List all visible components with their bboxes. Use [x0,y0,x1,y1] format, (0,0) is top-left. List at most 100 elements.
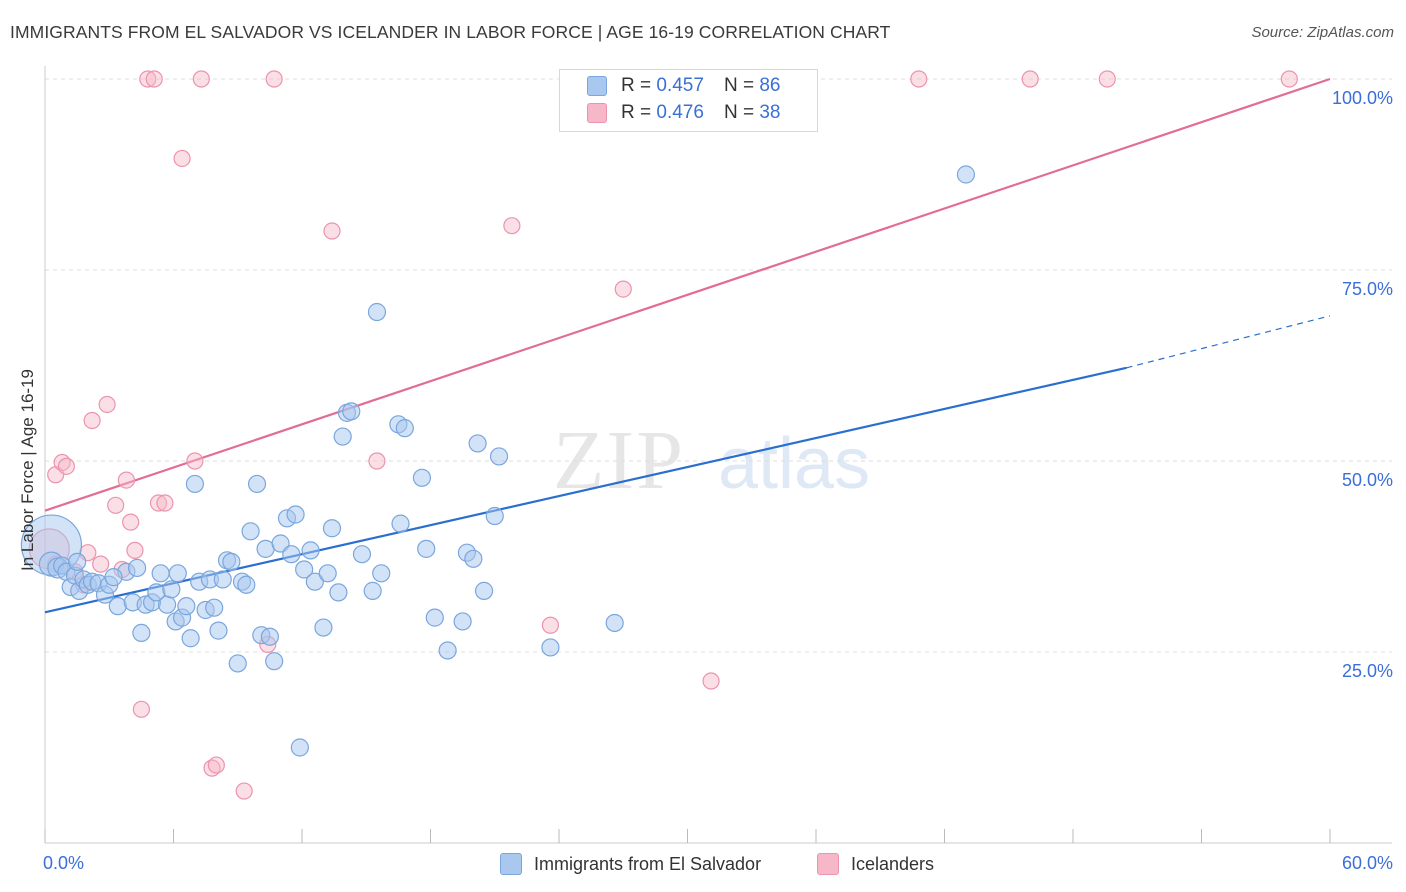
icelander-point [156,494,174,512]
el-salvador-point [956,165,976,184]
icelander-point [132,700,150,718]
el-salvador-point [104,568,123,587]
el-salvador-point [209,621,228,640]
el-salvador-point [541,638,560,657]
source-credit: Source: ZipAtlas.com [1251,24,1394,41]
icelander-point [145,70,163,88]
icelander-point [117,471,135,489]
bottom-legend-el-salvador[interactable]: Immigrants from El Salvador [500,851,761,877]
legend-swatch-pink [587,103,607,123]
y-tick-label: 100.0% [1332,88,1393,108]
el-salvador-point [132,623,151,643]
icelander-point [83,411,101,430]
el-salvador-point [363,581,382,600]
el-salvador-point [185,474,205,494]
icelander-point [192,70,210,88]
el-salvador-point [181,629,200,648]
el-salvador-point [395,419,414,438]
el-salvador-point [485,506,504,526]
el-salvador-point [241,522,260,541]
el-salvador-point [151,564,170,583]
icelander-point [1021,70,1039,88]
icelander-point [541,616,560,634]
el-salvador-point [295,560,314,579]
y-axis-label: In Labor Force | Age 16-19 [18,369,37,571]
el-salvador-point [282,545,301,564]
el-salvador-point [213,570,232,589]
icelander-point [235,782,253,800]
watermark-atlas: atlas [718,424,870,504]
legend-n-label: N = [723,102,755,123]
el-salvador-point [605,613,624,633]
el-salvador-point [318,564,337,583]
legend-n-value: 38 [759,102,781,123]
bottom-legend-icelanders[interactable]: Icelanders [817,851,934,877]
correlation-legend: R = 0.457 N = 86 R = 0.476 N = 38 [559,69,818,132]
el-salvador-point [168,564,187,583]
el-salvador-point [265,652,284,671]
el-salvador-point [417,539,436,558]
el-salvador-point [464,549,483,568]
el-salvador-point [314,618,333,637]
el-salvador-point [68,552,87,571]
icelander-point [207,756,225,774]
icelander-point [614,280,632,298]
el-salvador-point [372,564,391,583]
el-salvador-point [367,302,387,322]
el-salvador-point [412,468,432,487]
el-salvador-point [342,402,361,421]
bottom-legend-label: Immigrants from El Salvador [534,853,762,874]
el-salvador-points [20,165,976,757]
icelander-point [323,222,341,240]
icelander-point [126,541,144,559]
el-salvador-point [228,654,247,673]
icelander-point [1280,70,1298,88]
icelander-point [503,217,521,235]
icelander-point [98,395,116,414]
icelander-point [92,555,110,573]
el-salvador-point [489,447,509,466]
el-salvador-point [205,598,224,617]
el-salvador-point [333,427,352,446]
el-salvador-point [391,514,410,533]
bottom-legend-swatch-pink [817,853,839,875]
icelander-point [149,494,168,512]
el-salvador-trend-extension [1126,315,1331,369]
el-salvador-point [301,541,320,560]
el-salvador-point [222,552,241,571]
icelander-point [173,149,191,168]
el-salvador-point [329,583,348,602]
el-salvador-point [474,581,494,600]
el-salvador-point [305,572,324,591]
tick-labels: 25.0% 50.0% 75.0% 100.0% 0.0% 60.0% [43,88,1393,873]
legend-r-value: 0.476 [656,102,704,123]
el-salvador-point [453,612,472,631]
legend-r-label: R = [621,75,652,96]
el-salvador-point [290,738,309,757]
el-salvador-point [271,534,290,553]
el-salvador-point [127,558,147,578]
el-salvador-point [425,608,444,627]
y-tick-label: 50.0% [1342,470,1393,490]
axes [44,66,1392,844]
bottom-legend-swatch-blue [500,853,522,875]
legend-n-value: 86 [759,75,781,96]
legend-r-value: 0.457 [656,75,704,96]
y-tick-label: 25.0% [1342,661,1393,681]
icelander-point [702,672,720,690]
x-tick-label: 60.0% [1342,853,1393,873]
icelander-point [368,452,386,470]
icelander-point [57,457,76,475]
legend-row-el-salvador: R = 0.457 N = 86 [587,74,780,98]
el-salvador-point [237,575,256,594]
el-salvador-point [162,580,181,599]
bottom-legend-label: Icelanders [851,853,935,874]
legend-r-label: R = [621,102,652,123]
el-salvador-point [108,597,127,616]
legend-swatch-blue [587,76,607,96]
el-salvador-point [322,519,342,538]
x-tick-label: 0.0% [43,853,84,873]
icelander-point [1098,70,1116,88]
el-salvador-point [286,505,305,524]
